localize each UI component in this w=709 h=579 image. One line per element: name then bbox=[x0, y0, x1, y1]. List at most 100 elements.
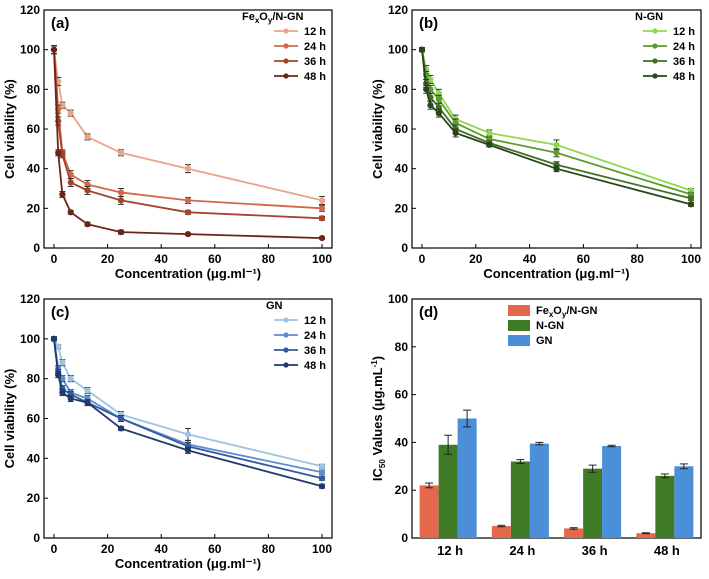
data-point bbox=[687, 195, 695, 202]
x-tick-label: 40 bbox=[523, 252, 537, 266]
x-tick-label: 80 bbox=[262, 542, 276, 556]
data-point bbox=[84, 133, 91, 141]
data-point bbox=[117, 149, 125, 156]
y-tick-label: 20 bbox=[395, 201, 409, 215]
text-part: O bbox=[259, 11, 268, 23]
data-point bbox=[67, 179, 74, 186]
panel-label: (b) bbox=[419, 15, 438, 32]
y-axis-label-group: IC50 Values (μg.mL-1) bbox=[370, 356, 387, 481]
bar bbox=[564, 528, 584, 538]
data-point bbox=[55, 371, 62, 378]
y-tick-label: 20 bbox=[395, 483, 409, 497]
bar bbox=[674, 466, 694, 538]
data-point bbox=[117, 229, 125, 236]
data-point bbox=[117, 189, 125, 196]
legend-label: 48 h bbox=[304, 360, 326, 372]
data-point bbox=[59, 359, 66, 366]
legend-label: 12 h bbox=[304, 315, 326, 327]
data-point bbox=[318, 205, 326, 212]
data-point bbox=[184, 447, 192, 454]
y-tick-label: 40 bbox=[395, 435, 409, 449]
legend-label: 24 h bbox=[304, 41, 326, 53]
panel-b: 0 20 40 60 80 100 120 (b) 0 20 40 60 80 100 Concentrat… bbox=[370, 3, 702, 281]
panel-label: (d) bbox=[419, 304, 438, 321]
data-point bbox=[184, 165, 192, 172]
legend: GN 12 h 24 h 36 h 48 h bbox=[266, 300, 326, 372]
data-point bbox=[67, 110, 74, 117]
x-tick-label: 0 bbox=[51, 542, 58, 556]
legend-marker bbox=[283, 58, 289, 64]
data-point bbox=[452, 129, 459, 137]
y-tick-label: 60 bbox=[27, 412, 41, 426]
y-axis-label: Cell viability (%) bbox=[2, 369, 17, 469]
series-36-h bbox=[50, 335, 326, 482]
bar bbox=[655, 475, 675, 538]
text-part: y bbox=[562, 310, 567, 319]
data-point bbox=[318, 475, 326, 482]
data-point bbox=[184, 197, 192, 204]
x-tick-label: 20 bbox=[469, 252, 483, 266]
text-part: Fe bbox=[536, 305, 549, 317]
legend-swatch bbox=[508, 305, 530, 316]
data-point bbox=[55, 149, 62, 156]
data-point bbox=[50, 46, 58, 53]
data-point bbox=[318, 483, 326, 490]
legend-label: 24 h bbox=[304, 330, 326, 342]
panel-a: 0 20 40 60 80 100 120 (a) 0 20 40 60 80 100 Concentrat… bbox=[2, 3, 333, 281]
text-part: x bbox=[549, 310, 554, 319]
data-point bbox=[435, 110, 442, 117]
data-point bbox=[318, 215, 326, 222]
x-tick-label: 100 bbox=[312, 252, 332, 266]
series-line bbox=[53, 49, 323, 210]
y-tick-label: 20 bbox=[27, 201, 41, 215]
series-line bbox=[53, 49, 323, 202]
text-part: y bbox=[268, 16, 273, 25]
bar bbox=[510, 461, 530, 538]
bar bbox=[583, 468, 603, 538]
data-point bbox=[84, 399, 91, 406]
legend-label: 48 h bbox=[673, 71, 695, 83]
legend-marker bbox=[652, 28, 658, 34]
y-tick-label: 60 bbox=[395, 122, 409, 136]
data-point bbox=[553, 149, 560, 156]
data-point bbox=[318, 463, 326, 470]
legend-marker bbox=[652, 73, 658, 79]
y-tick-label: 40 bbox=[27, 451, 41, 465]
panel-c: 0 20 40 60 80 100 120 (c) 0 20 40 60 80 100 Concentrat… bbox=[2, 292, 333, 571]
data-point bbox=[67, 209, 74, 216]
data-point bbox=[59, 191, 66, 198]
y-tick-label: 100 bbox=[20, 332, 40, 346]
legend-label: 36 h bbox=[673, 56, 695, 68]
y-tick-label: 0 bbox=[33, 241, 40, 255]
legend-label: 36 h bbox=[304, 56, 326, 68]
y-tick-label: 80 bbox=[395, 340, 409, 354]
data-point bbox=[55, 343, 62, 350]
y-tick-label: 0 bbox=[401, 241, 408, 255]
data-point bbox=[84, 221, 91, 228]
legend-marker bbox=[283, 347, 289, 353]
data-point bbox=[117, 197, 125, 204]
bar bbox=[529, 443, 549, 538]
x-tick-label: 80 bbox=[631, 252, 645, 266]
legend-marker bbox=[283, 332, 289, 338]
text-part: IC bbox=[370, 467, 385, 481]
text-part: O bbox=[553, 305, 562, 317]
bar bbox=[602, 445, 622, 538]
legend-swatch bbox=[508, 335, 530, 346]
legend-swatch bbox=[508, 320, 530, 331]
panel-label: (a) bbox=[51, 15, 69, 32]
data-point bbox=[553, 165, 560, 172]
data-point bbox=[435, 96, 442, 103]
y-tick-label: 120 bbox=[388, 3, 408, 17]
data-point bbox=[553, 141, 560, 148]
y-tick-label: 0 bbox=[33, 531, 40, 545]
data-point bbox=[84, 387, 91, 394]
x-tick-label: 12 h bbox=[437, 543, 463, 558]
legend-label: N-GN bbox=[536, 320, 564, 332]
y-tick-label: 80 bbox=[27, 372, 41, 386]
x-tick-label: 60 bbox=[208, 252, 222, 266]
y-tick-label: 80 bbox=[395, 82, 409, 96]
legend-label: 12 h bbox=[304, 26, 326, 38]
text-part: /N-GN bbox=[566, 305, 597, 317]
legend: N-GN 12 h 24 h 36 h 48 h bbox=[635, 11, 695, 83]
